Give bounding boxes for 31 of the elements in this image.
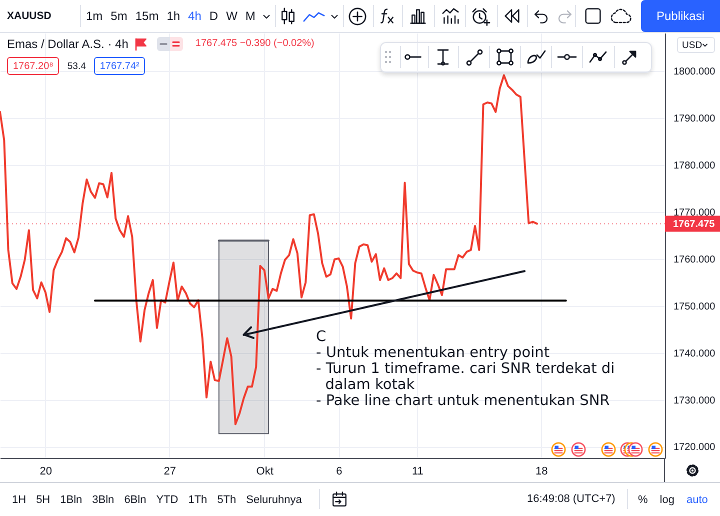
y-tick-label: 1780.000	[674, 160, 716, 172]
price-button: 1767.74²	[94, 57, 146, 75]
y-tick-label: 1790.000	[674, 114, 716, 124]
ref-line-label: 1767.475	[673, 218, 716, 230]
annotation: 1767.475 −0.390 (−0.02%)	[195, 38, 314, 50]
x-tick-label: 6	[336, 466, 342, 478]
y-tick-label: 1800.000	[674, 66, 716, 78]
annotation: 1767.74²	[100, 60, 140, 72]
text: 1H 5H 1Bln 3Bln 6Bln YTD 1Th 5Th Seluruhnya	[12, 494, 302, 506]
y-tick-label: 1760.000	[674, 254, 716, 266]
text: 16:49:08 (UTC+7)	[527, 492, 616, 506]
chart-title: Emas / Dollar A.S. · 4h	[7, 37, 128, 51]
currency-dropdown: USD	[677, 37, 716, 53]
y-tick-label: 1750.000	[674, 301, 716, 312]
x-tick-label: 20	[40, 466, 52, 478]
annotation: 1767.20⁸	[13, 60, 54, 72]
annotation: C - Untuk menentukan entry point - Turun 1 timeframe. cari SNR terdekat di dalam kotak - Pake line chart untuk menentukan SNR	[316, 329, 615, 409]
x-tick-label: 11	[412, 466, 424, 478]
publish-button: Publikasi	[641, 0, 720, 32]
text: % log auto	[638, 494, 708, 506]
x-tick-label: 27	[164, 466, 176, 478]
x-tick-label: Okt	[256, 466, 274, 478]
y-tick-label: 1730.000	[674, 395, 716, 406]
x-tick-label: 18	[535, 466, 548, 478]
price-button: 1767.20⁸	[7, 57, 60, 75]
y-tick-label: 1720.000	[674, 442, 716, 454]
text: 1m 5m 15m 1h 4h D W M	[85, 9, 256, 23]
annotation: 53.4	[67, 60, 86, 72]
y-tick-label: 1740.000	[674, 348, 716, 360]
y-tick-label: 1770.000	[674, 207, 716, 218]
text: XAUUSD	[7, 9, 52, 23]
